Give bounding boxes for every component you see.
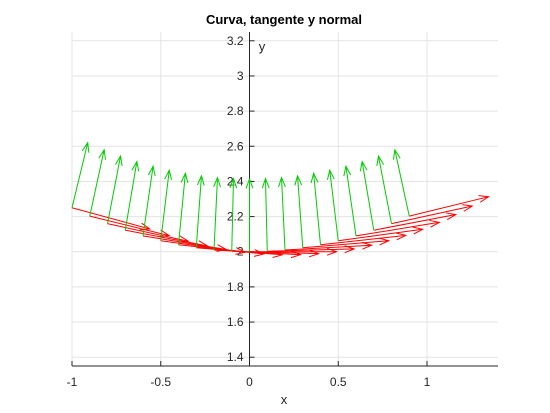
normal-arrow: [142, 164, 156, 236]
x-tick-label: 0.5: [330, 375, 347, 389]
normal-arrow: [376, 154, 392, 224]
chart-title: Curva, tangente y normal: [206, 12, 362, 27]
normal-arrow: [310, 171, 321, 245]
y-tick-label: 1.8: [227, 280, 244, 294]
tangent-arrow: [373, 212, 458, 231]
x-tick-label: 0: [246, 375, 253, 389]
tangent-arrows: [71, 195, 490, 259]
y-tick-label: 2.8: [227, 104, 244, 118]
normal-arrow: [343, 164, 357, 236]
normal-arrow: [278, 176, 286, 251]
y-tick-label: 2.6: [227, 139, 244, 153]
tangent-arrow: [284, 241, 373, 251]
normal-arrow: [107, 154, 123, 224]
normal-arrow: [326, 168, 339, 241]
normal-arrow: [124, 160, 140, 231]
normal-arrow: [213, 176, 221, 251]
x-tick-label: -0.5: [150, 375, 171, 389]
y-tick-label: 1.4: [227, 350, 244, 364]
normal-arrow: [229, 177, 238, 252]
tangent-arrow: [355, 219, 441, 237]
y-tick-label: 2.4: [227, 174, 244, 188]
x-axis-label: x: [281, 392, 288, 407]
x-tick-label: 1: [424, 375, 431, 389]
y-tick-label: 3.2: [227, 34, 244, 48]
tangent-arrow: [409, 195, 490, 217]
tangent-arrow: [302, 237, 391, 249]
tangent-arrow: [320, 232, 408, 246]
tangent-arrow: [391, 204, 474, 225]
normal-arrow: [261, 177, 270, 252]
y-tick-label: 1.6: [227, 315, 244, 329]
grid: [71, 32, 498, 366]
normal-arrow: [392, 148, 410, 217]
x-tick-label: -1: [67, 375, 78, 389]
normal-arrow: [89, 148, 107, 217]
normal-arrows: [71, 141, 410, 252]
tangent-arrow: [71, 207, 152, 231]
normal-arrow: [160, 168, 173, 241]
normal-arrow: [245, 177, 254, 252]
tangent-arrow: [338, 226, 425, 242]
tick-labels: -1-0.500.511.41.61.822.22.42.62.833.2: [67, 34, 431, 389]
y-axis-label: y: [259, 39, 266, 54]
normal-arrow: [178, 171, 189, 245]
tangent-arrow: [231, 249, 321, 258]
axes: [72, 32, 498, 367]
normal-arrow: [359, 160, 375, 231]
normal-arrow: [195, 174, 205, 248]
normal-arrow: [294, 174, 304, 248]
y-tick-label: 2.2: [227, 210, 244, 224]
tangent-arrow: [89, 215, 171, 238]
y-tick-label: 3: [237, 69, 244, 83]
normal-arrow: [71, 141, 90, 208]
